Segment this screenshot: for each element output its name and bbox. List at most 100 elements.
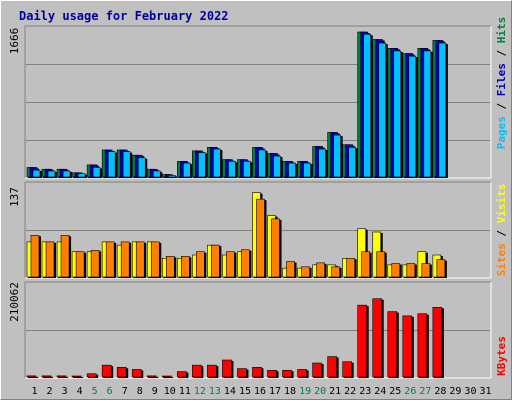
x-tick-label: 10: [164, 386, 176, 397]
legend-kbytes-part: KBytes: [495, 336, 508, 376]
bar-kbytes: [116, 366, 127, 378]
bar-pages: [167, 175, 176, 178]
bar-sites: [436, 259, 446, 278]
bar-kbytes: [26, 375, 37, 378]
bar-pages: [318, 148, 326, 178]
bar-shadow: [28, 376, 38, 378]
bar-shadow: [43, 376, 54, 378]
bar-shadow: [163, 377, 174, 378]
bar-kbytes: [432, 307, 443, 378]
bar-pages: [438, 42, 447, 178]
y-max-label-kbytes: 210062: [8, 282, 21, 322]
bar-kbytes: [387, 311, 398, 378]
bar-pages: [62, 170, 71, 178]
x-tick-label: 22: [344, 386, 356, 397]
x-tick-label: 1: [32, 386, 38, 397]
x-tick-label: 18: [284, 386, 296, 397]
bar-pages: [393, 50, 402, 178]
bar-kbytes: [192, 364, 202, 378]
bar-sites: [211, 244, 220, 278]
bar-pages: [258, 149, 266, 178]
bar-kbytes: [372, 298, 383, 378]
bar-pages: [273, 155, 281, 178]
bar-sites: [90, 250, 100, 278]
bar-sites: [376, 251, 386, 278]
legend-sites-visits: Sites / Visits: [495, 184, 508, 277]
bar-sites: [120, 241, 130, 278]
x-tick-label: 20: [314, 386, 326, 397]
bar-kbytes: [41, 375, 52, 378]
bar-pages: [288, 162, 296, 178]
bar-sites: [75, 251, 85, 278]
bar-kbytes: [342, 361, 352, 378]
x-tick-label: 14: [224, 386, 236, 397]
bar-kbytes: [177, 371, 187, 378]
bar-kbytes: [101, 364, 112, 378]
bar-pages: [408, 55, 417, 178]
bar-sites: [346, 257, 355, 278]
x-tick-label: 12: [194, 386, 206, 397]
bar-sites: [421, 263, 431, 278]
bar-pages: [47, 170, 56, 178]
bar-pages: [303, 162, 311, 178]
bar-sites: [271, 218, 280, 278]
bar-pages: [423, 50, 432, 178]
bar-sites: [316, 262, 325, 278]
bar-kbytes: [222, 359, 232, 378]
bar-kbytes: [267, 369, 277, 378]
bar-pages: [32, 169, 41, 178]
legend-pages-files-hits-separator: /: [495, 96, 508, 116]
bar-pages: [348, 147, 356, 178]
x-tick-label: 24: [374, 386, 386, 397]
bar-sites: [226, 251, 235, 278]
bar-sites: [30, 234, 40, 278]
x-tick-label: 9: [152, 386, 158, 397]
bar-kbytes: [56, 375, 67, 378]
bar-sites: [196, 251, 205, 278]
x-tick-label: 21: [329, 386, 341, 397]
bar-kbytes: [357, 304, 368, 378]
bar-sites: [361, 251, 371, 278]
x-tick-label: 6: [107, 386, 113, 397]
bar-pages: [107, 151, 116, 178]
x-tick-label: 7: [122, 386, 128, 397]
bar-kbytes: [86, 373, 97, 378]
bar-pages: [92, 167, 101, 178]
bar-sites: [406, 263, 416, 278]
x-tick-label: 13: [209, 386, 221, 397]
bar-pages: [77, 173, 86, 178]
bar-sites: [301, 266, 310, 278]
bar-shadow: [148, 376, 159, 378]
bar-kbytes: [282, 369, 292, 378]
x-tick-label: 15: [239, 386, 251, 397]
bar-kbytes: [402, 315, 413, 378]
x-tick-label: 26: [404, 386, 416, 397]
x-tick-label: 3: [62, 386, 68, 397]
bar-pages: [333, 134, 341, 178]
bar-kbytes: [131, 369, 142, 378]
bar-shadow: [58, 376, 69, 378]
bar-sites: [241, 249, 250, 278]
x-tick-label: 27: [419, 386, 431, 397]
x-tick-label: 29: [449, 386, 461, 397]
bar-sites: [165, 256, 175, 278]
x-tick-label: 28: [434, 386, 446, 397]
legend-kbytes: KBytes: [495, 336, 508, 376]
bar-sites: [135, 241, 145, 278]
legend-pages-files-hits-part: Files: [495, 63, 508, 96]
x-tick-label: 11: [179, 386, 191, 397]
legend-sites-visits-part: Visits: [495, 184, 508, 224]
y-max-label-visits: 137: [8, 187, 21, 207]
bar-sites: [181, 256, 190, 278]
bar-pages: [122, 151, 131, 178]
bar-kbytes: [327, 356, 337, 378]
bar-sites: [331, 266, 340, 278]
bar-sites: [45, 241, 55, 278]
bar-kbytes: [71, 375, 82, 378]
x-tick-label: 2: [47, 386, 53, 397]
bar-pages: [183, 162, 191, 178]
legend-sites-visits-part: Sites: [495, 243, 508, 276]
x-tick-label: 17: [269, 386, 281, 397]
legend-sites-visits-separator: /: [495, 223, 508, 243]
